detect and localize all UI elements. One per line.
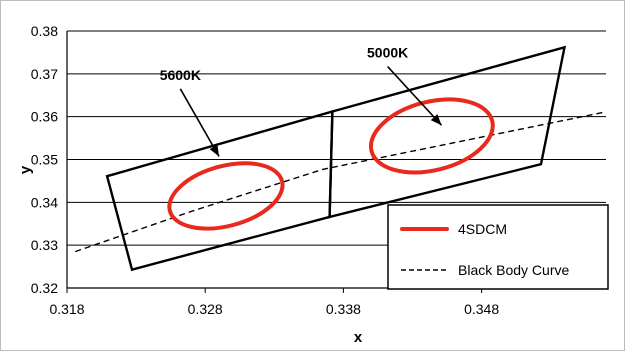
y-tick-label: 0.36 xyxy=(31,109,58,125)
quadrangle-region-1 xyxy=(105,109,334,272)
quadrangle-region-2 xyxy=(328,45,567,219)
x-axis-title: x xyxy=(354,329,363,346)
tick-labels: 0.32 0.33 0.34 0.35 0.36 0.37 0.38 0.318 0.328 0.… xyxy=(31,23,500,317)
x-tick-label: 0.348 xyxy=(464,301,499,317)
y-tick-label: 0.34 xyxy=(31,194,58,210)
annotation-arrow-line-2 xyxy=(387,66,443,126)
legend-label-black-body: Black Body Curve xyxy=(458,262,569,278)
annotation-label-1: 5600K xyxy=(160,67,201,83)
y-tick-label: 0.33 xyxy=(31,237,58,253)
4sdcm-ellipse-1 xyxy=(167,161,285,231)
y-axis-title: y xyxy=(17,165,34,174)
x-tick-label: 0.338 xyxy=(326,301,361,317)
y-tick-label: 0.37 xyxy=(31,66,58,82)
y-tick-label: 0.35 xyxy=(31,152,58,168)
legend: 4SDCM Black Body Curve xyxy=(387,204,609,290)
legend-box xyxy=(387,204,609,290)
y-tick-label: 0.32 xyxy=(31,280,58,296)
plot-area: 5600K 5000K xyxy=(75,45,604,272)
black-body-curve-line xyxy=(75,111,604,253)
y-tick-label: 0.38 xyxy=(31,23,58,39)
annotation-arrow-line-1 xyxy=(179,88,220,157)
annotation-label-2: 5000K xyxy=(367,45,408,61)
arrow-head-icon xyxy=(430,114,442,126)
x-tick-label: 0.318 xyxy=(49,301,84,317)
legend-label-4sdcm: 4SDCM xyxy=(458,221,507,237)
x-tick-label: 0.328 xyxy=(188,301,223,317)
arrow-head-icon xyxy=(209,144,220,157)
4sdcm-ellipse-2 xyxy=(368,97,495,175)
